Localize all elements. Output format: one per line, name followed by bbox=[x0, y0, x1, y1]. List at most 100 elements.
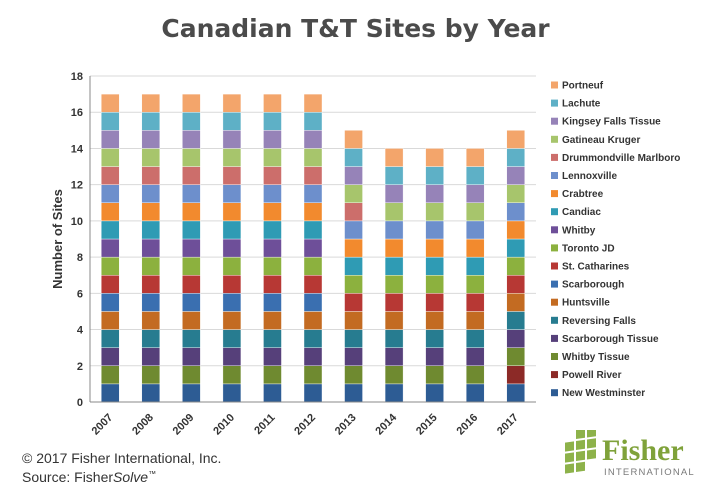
bar-segment bbox=[465, 220, 485, 240]
legend-swatch bbox=[551, 153, 558, 161]
y-tick-label: 4 bbox=[77, 325, 84, 337]
legend-label: Kingsey Falls Tissue bbox=[562, 117, 661, 128]
legend-swatch bbox=[551, 389, 558, 397]
bar-segment bbox=[263, 238, 282, 258]
logo-square bbox=[565, 441, 574, 452]
bar-segment bbox=[182, 130, 201, 149]
y-tick-label: 10 bbox=[71, 216, 83, 228]
bar-segment bbox=[101, 184, 120, 203]
bar-segment bbox=[263, 220, 282, 240]
legend-swatch bbox=[551, 262, 558, 270]
legend-swatch bbox=[551, 298, 558, 306]
bar-segment bbox=[384, 275, 404, 294]
bar-segment bbox=[465, 148, 485, 167]
legend-swatch bbox=[551, 172, 558, 179]
bar-segment bbox=[506, 130, 525, 149]
y-tick-label: 12 bbox=[71, 180, 83, 192]
legend-label: Crabtree bbox=[562, 189, 604, 200]
trademark-mark: ™ bbox=[148, 469, 157, 479]
legend-swatch bbox=[551, 280, 558, 288]
bar-segment bbox=[425, 184, 444, 203]
bar-segment bbox=[222, 148, 242, 167]
bar-segment bbox=[344, 293, 363, 312]
legend-label: Scarborough Tissue bbox=[562, 334, 659, 345]
bar-segment bbox=[263, 383, 282, 403]
source-prefix: Source: Fisher bbox=[22, 469, 114, 485]
legend-swatch bbox=[551, 208, 558, 216]
bar-segment bbox=[303, 256, 323, 276]
y-tick-label: 8 bbox=[77, 252, 83, 264]
bar-segment bbox=[303, 166, 323, 185]
bar-segment bbox=[141, 365, 161, 385]
bar-segment bbox=[344, 238, 363, 258]
bar-segment bbox=[263, 347, 282, 366]
bar-segment bbox=[222, 256, 242, 276]
bar-segment bbox=[141, 275, 161, 294]
bar-segment bbox=[263, 311, 282, 330]
bar-segment bbox=[101, 93, 120, 113]
bar-segment bbox=[465, 329, 485, 348]
bar-segment bbox=[263, 130, 282, 149]
bar-segment bbox=[101, 275, 120, 294]
bars bbox=[101, 93, 525, 403]
y-tick-label: 18 bbox=[71, 71, 83, 83]
bar-segment bbox=[222, 329, 242, 348]
bar-segment bbox=[425, 311, 444, 330]
legend-swatch bbox=[551, 226, 558, 234]
legend-swatch bbox=[551, 334, 558, 342]
bar-segment bbox=[303, 293, 323, 312]
bar-segment bbox=[263, 365, 282, 385]
legend-swatch bbox=[551, 99, 558, 107]
bar-segment bbox=[384, 184, 404, 203]
bar-segment bbox=[141, 202, 161, 222]
bar-segment bbox=[101, 166, 120, 185]
bar-segment bbox=[263, 275, 282, 294]
bar-segment bbox=[506, 256, 525, 276]
y-tick-label: 14 bbox=[71, 143, 84, 155]
x-tick-label: 2011 bbox=[252, 412, 277, 437]
bar-segment bbox=[425, 202, 444, 222]
bar-segment bbox=[425, 256, 444, 276]
bar-segment bbox=[303, 148, 323, 167]
bar-segment bbox=[141, 184, 161, 203]
bar-segment bbox=[465, 347, 485, 366]
bar-segment bbox=[344, 202, 363, 222]
bar-segment bbox=[263, 184, 282, 203]
bar-segment bbox=[141, 112, 161, 131]
bar-segment bbox=[182, 383, 201, 403]
bar-segment bbox=[384, 383, 404, 403]
logo-square bbox=[576, 430, 585, 440]
bar-segment bbox=[141, 293, 161, 312]
legend-label: Toronto JD bbox=[562, 243, 615, 254]
bar-segment bbox=[101, 202, 120, 222]
bar-segment bbox=[101, 256, 120, 276]
bar-segment bbox=[344, 130, 363, 149]
bar-segment bbox=[506, 166, 525, 185]
bar-segment bbox=[465, 275, 485, 294]
bar-segment bbox=[182, 275, 201, 294]
bar-segment bbox=[303, 112, 323, 131]
bar-segment bbox=[263, 293, 282, 312]
bar-segment bbox=[506, 238, 525, 258]
bar-segment bbox=[101, 329, 120, 348]
logo-square bbox=[587, 438, 596, 449]
bar-segment bbox=[384, 148, 404, 167]
bar-segment bbox=[384, 202, 404, 222]
logo-square bbox=[576, 461, 585, 473]
bar-segment bbox=[506, 329, 525, 348]
bar-segment bbox=[303, 311, 323, 330]
axes: 0 2 4 6 8 10 12 14 16 18 Number of Sites 2007 2008 20… bbox=[50, 71, 536, 437]
x-tick-label: 2016 bbox=[455, 412, 481, 438]
legend-swatch bbox=[551, 190, 558, 198]
bar-segment bbox=[344, 184, 363, 203]
bar-segment bbox=[344, 365, 363, 385]
bar-segment bbox=[222, 202, 242, 222]
bar-segment bbox=[141, 93, 161, 113]
bar-segment bbox=[222, 365, 242, 385]
bar-segment bbox=[182, 311, 201, 330]
bar-segment bbox=[101, 238, 120, 258]
bar-segment bbox=[303, 365, 323, 385]
bar-segment bbox=[465, 293, 485, 312]
bar-segment bbox=[101, 365, 120, 385]
bar-segment bbox=[263, 93, 282, 113]
